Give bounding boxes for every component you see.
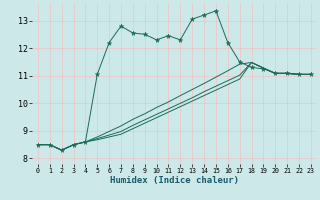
X-axis label: Humidex (Indice chaleur): Humidex (Indice chaleur) — [110, 176, 239, 185]
